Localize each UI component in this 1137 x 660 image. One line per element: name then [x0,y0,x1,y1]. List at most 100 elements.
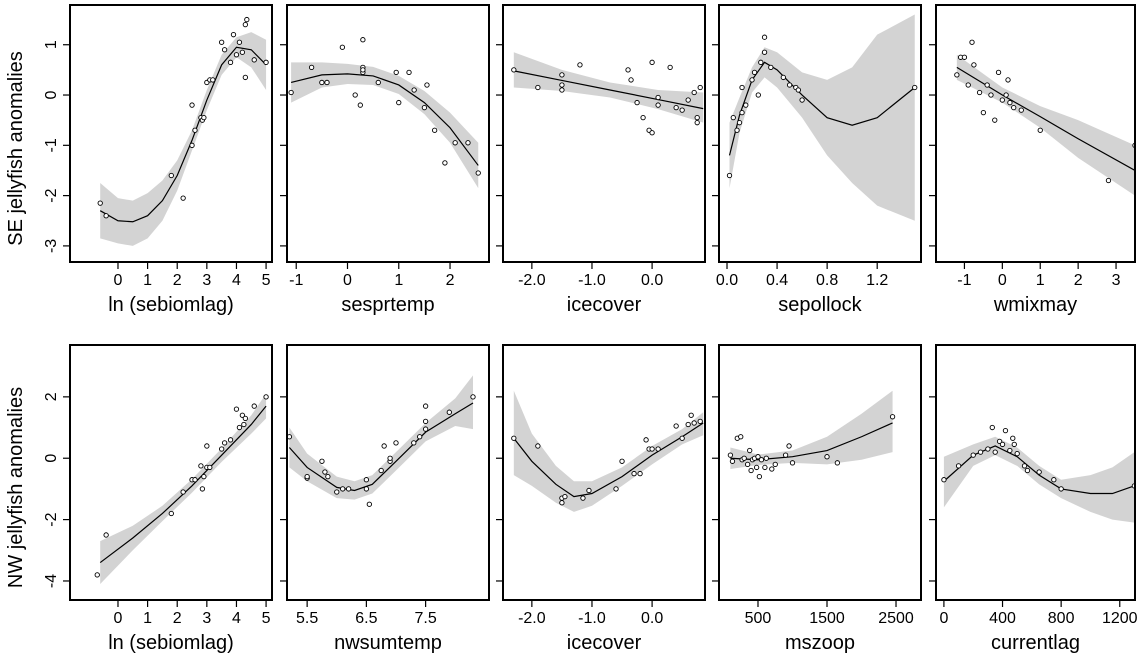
confidence-band [289,375,474,500]
data-point [613,486,619,492]
data-point [452,140,458,146]
data-point [263,394,269,400]
x-axis-title: wmixmay [993,294,1077,316]
data-point [363,486,370,492]
panel-frame [502,4,706,263]
data-point [786,443,792,449]
data-point [251,57,257,63]
data-point [619,458,625,464]
data-point [559,500,565,506]
data-point [180,195,186,201]
x-tick-label: 2 [446,272,455,289]
data-point [396,99,402,106]
x-tick-label: 0 [114,610,123,627]
x-axis-title: nwsumtemp [334,632,442,654]
data-point [319,79,325,86]
data-point [992,449,998,455]
data-point [1021,463,1028,469]
data-point [559,72,565,78]
y-tick-label: 0 [43,90,60,99]
data-point [242,415,248,421]
data-point [637,470,643,477]
data-point [406,69,412,76]
x-tick-label: 500 [745,610,772,627]
data-point [97,200,103,206]
data-point [334,489,340,495]
data-point [729,458,736,464]
data-point [971,62,977,68]
data-point [198,463,204,469]
data-point [345,486,352,492]
panel-frame [286,4,490,263]
data-point [976,89,983,96]
data-point [747,447,753,454]
x-tick-label: 0.0 [641,610,663,627]
panel: -2.0 -1.0 0.0 icecover [496,4,706,316]
data-point [999,441,1006,448]
data-point [673,104,679,111]
x-tick-label: 0 [114,272,123,289]
y-axis-title: NW jellyfish anomalies [5,387,27,588]
data-point [244,16,250,23]
data-point [168,172,174,179]
x-tick-label: 0.0 [641,272,663,289]
x-tick-label: 1200 [1102,610,1137,627]
data-point [691,420,697,426]
data-point [562,493,568,500]
x-tick-label: 1.2 [866,272,888,289]
data-point [470,394,476,400]
fit-line [290,73,479,166]
x-tick-label: -1 [957,272,971,289]
x-tick-label: 3 [202,272,211,289]
x-tick-label: -1 [289,272,303,289]
data-point [739,109,745,116]
data-point [319,458,325,464]
data-point [984,82,990,88]
data-point [535,443,541,449]
x-tick-label: 6.5 [355,610,377,627]
data-point [995,69,1002,76]
panel-frame [718,344,922,601]
x-tick-label: 800 [1048,610,1075,627]
data-point [227,59,234,65]
x-tick-label: 7.5 [414,610,436,627]
data-point [239,49,246,55]
x-tick-label: 5.5 [296,610,318,627]
data-point [1024,467,1031,474]
data-point [103,213,109,219]
data-point [751,69,758,76]
x-tick-label: 0 [939,610,948,627]
fit-line [99,46,267,223]
x-axis-title: ln (sebiomlag) [108,294,234,316]
data-point [1105,177,1112,184]
data-point [980,109,987,116]
x-tick-label: 2 [173,610,182,627]
x-axis-title: mszoop [785,632,855,654]
data-point [789,460,796,466]
data-point [236,424,243,431]
data-point [694,115,700,121]
data-point [411,87,417,93]
data-point [743,102,749,108]
y-tick-label: 0 [43,454,60,463]
data-point [999,97,1005,103]
data-point [736,120,743,126]
data-point [1007,447,1013,454]
x-axis-title: currentlag [991,632,1080,654]
data-point [988,92,994,98]
data-point [192,127,198,133]
data-point [378,467,384,474]
data-point [1010,435,1016,441]
data-point [761,49,768,55]
data-point [772,461,778,468]
data-point [233,52,240,58]
data-point [221,47,228,53]
x-axis-title: sepollock [778,294,862,316]
data-point [679,435,685,441]
data-point [992,117,998,123]
data-point [218,39,225,45]
data-point [511,67,517,73]
data-point [1011,441,1017,448]
